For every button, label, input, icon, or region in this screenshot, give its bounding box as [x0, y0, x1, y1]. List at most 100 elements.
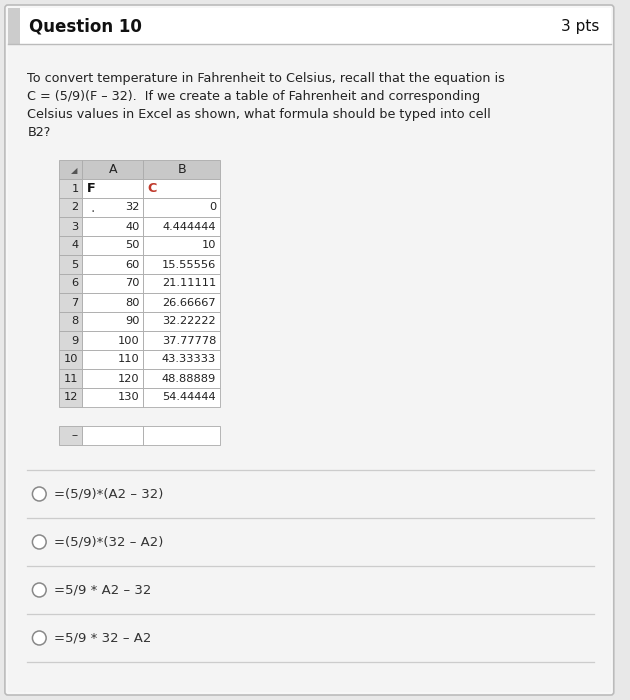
Text: B2?: B2? [28, 126, 51, 139]
Bar [83, 293, 144, 312]
Bar [144, 293, 220, 312]
Text: 4: 4 [71, 241, 79, 251]
Bar [59, 369, 83, 388]
Bar [83, 312, 144, 331]
Text: 11: 11 [64, 374, 79, 384]
Text: 37.77778: 37.77778 [162, 335, 216, 346]
Text: 80: 80 [125, 298, 139, 307]
Bar [144, 160, 220, 179]
Text: 50: 50 [125, 241, 139, 251]
Text: 48.88889: 48.88889 [162, 374, 216, 384]
Bar [59, 198, 83, 217]
Bar [83, 350, 144, 369]
Text: 43.33333: 43.33333 [162, 354, 216, 365]
Bar [59, 293, 83, 312]
Bar [59, 236, 83, 255]
Bar [144, 350, 220, 369]
Bar [83, 388, 144, 407]
Bar [8, 8, 20, 44]
Bar [144, 255, 220, 274]
Text: =5/9 * A2 – 32: =5/9 * A2 – 32 [54, 584, 151, 596]
Bar [83, 160, 144, 179]
Bar [83, 331, 144, 350]
Text: To convert temperature in Fahrenheit to Celsius, recall that the equation is: To convert temperature in Fahrenheit to … [28, 72, 505, 85]
Bar [59, 350, 83, 369]
Text: 90: 90 [125, 316, 139, 326]
Text: B: B [178, 163, 186, 176]
Text: 32: 32 [125, 202, 139, 213]
Text: 9: 9 [71, 335, 79, 346]
Text: =(5/9)*(32 – A2): =(5/9)*(32 – A2) [54, 536, 163, 549]
Bar [59, 274, 83, 293]
Text: 40: 40 [125, 221, 139, 232]
Text: Celsius values in Excel as shown, what formula should be typed into cell: Celsius values in Excel as shown, what f… [28, 108, 491, 121]
Bar [59, 312, 83, 331]
Bar [59, 331, 83, 350]
Text: 7: 7 [71, 298, 79, 307]
Text: 1: 1 [71, 183, 79, 193]
Circle shape [32, 487, 46, 501]
Text: F: F [86, 182, 95, 195]
Text: =(5/9)*(A2 – 32): =(5/9)*(A2 – 32) [54, 487, 163, 500]
Bar [144, 179, 220, 198]
Bar [59, 388, 83, 407]
Bar [59, 426, 83, 445]
Text: 3 pts: 3 pts [561, 18, 599, 34]
Text: A: A [109, 163, 117, 176]
Text: 10: 10 [64, 354, 79, 365]
Bar [144, 217, 220, 236]
Bar [83, 236, 144, 255]
Text: 70: 70 [125, 279, 139, 288]
Bar [144, 198, 220, 217]
Bar [59, 255, 83, 274]
Text: 0: 0 [209, 202, 216, 213]
Bar [83, 274, 144, 293]
Bar [83, 255, 144, 274]
Text: .: . [90, 200, 94, 214]
Bar [144, 331, 220, 350]
Circle shape [32, 535, 46, 549]
Text: 54.44444: 54.44444 [163, 393, 216, 402]
Bar [59, 160, 83, 179]
Text: 8: 8 [71, 316, 79, 326]
Text: 110: 110 [118, 354, 139, 365]
Text: 4.444444: 4.444444 [163, 221, 216, 232]
Bar [144, 369, 220, 388]
Text: ◢: ◢ [71, 166, 77, 175]
Text: C = (5/9)(F – 32).  If we create a table of Fahrenheit and corresponding: C = (5/9)(F – 32). If we create a table … [28, 90, 481, 103]
Bar [83, 179, 144, 198]
Text: 2: 2 [71, 202, 79, 213]
Text: 120: 120 [118, 374, 139, 384]
FancyBboxPatch shape [5, 5, 614, 695]
Text: C: C [147, 182, 157, 195]
Text: =5/9 * 32 – A2: =5/9 * 32 – A2 [54, 631, 151, 645]
Text: 6: 6 [71, 279, 79, 288]
Circle shape [32, 583, 46, 597]
Text: 5: 5 [71, 260, 79, 270]
Text: 15.55556: 15.55556 [162, 260, 216, 270]
Bar [144, 312, 220, 331]
Bar [83, 369, 144, 388]
Bar [83, 217, 144, 236]
Text: 100: 100 [118, 335, 139, 346]
Text: 60: 60 [125, 260, 139, 270]
Circle shape [32, 631, 46, 645]
Bar [8, 8, 611, 44]
Bar [83, 198, 144, 217]
Text: 12: 12 [64, 393, 79, 402]
Text: 130: 130 [118, 393, 139, 402]
Text: 32.22222: 32.22222 [163, 316, 216, 326]
Text: 21.11111: 21.11111 [162, 279, 216, 288]
Bar [144, 388, 220, 407]
Text: 3: 3 [71, 221, 79, 232]
Bar [144, 426, 220, 445]
Text: 10: 10 [202, 241, 216, 251]
Bar [59, 217, 83, 236]
Bar [83, 426, 144, 445]
Text: --: -- [72, 430, 79, 440]
Bar [144, 236, 220, 255]
Bar [59, 179, 83, 198]
Text: 26.66667: 26.66667 [163, 298, 216, 307]
Bar [144, 274, 220, 293]
Text: Question 10: Question 10 [30, 17, 142, 35]
